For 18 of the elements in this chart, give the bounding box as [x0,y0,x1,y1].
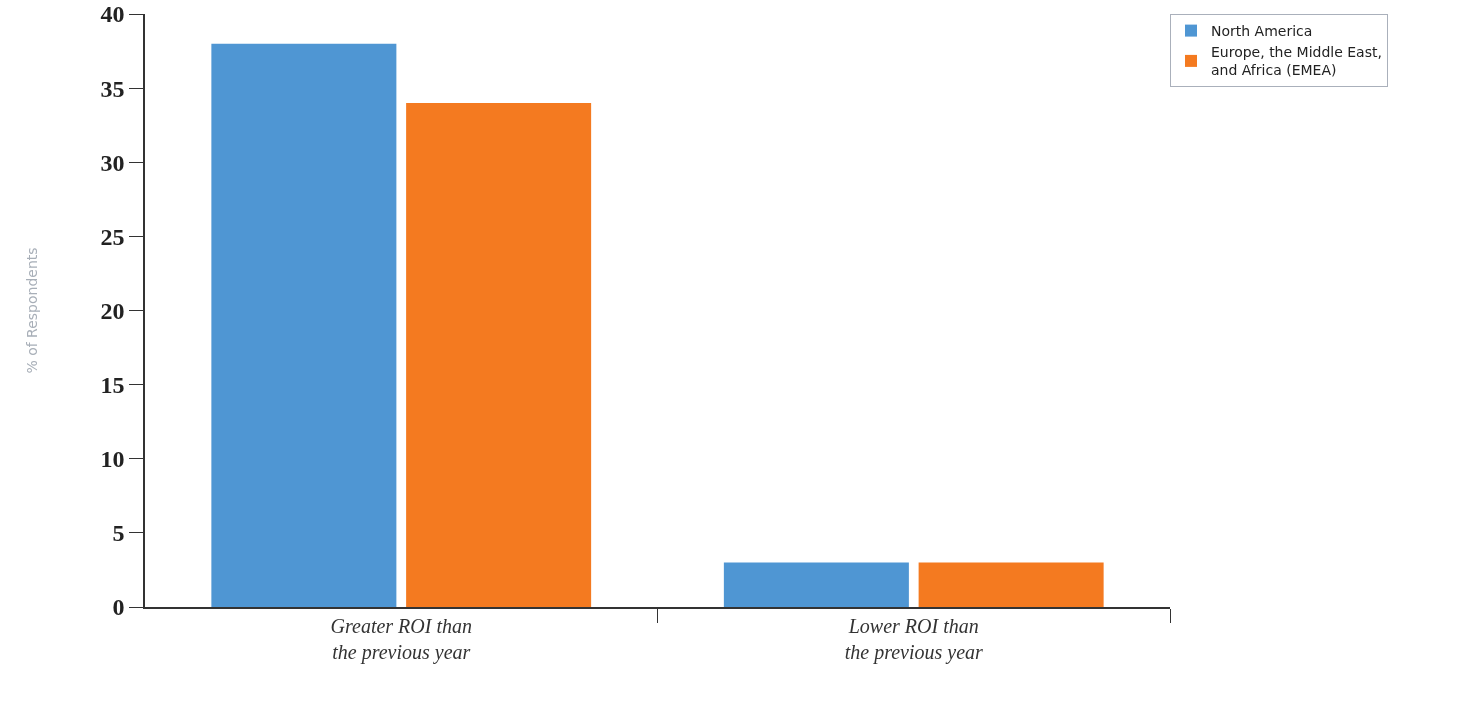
legend-label: North America [1211,23,1313,40]
y-axis-title: % of Respondents [23,247,40,374]
y-tick-label: 10 [100,446,125,473]
y-tick-label: 30 [100,149,125,176]
bar [406,102,592,607]
y-tick-label: 40 [100,1,125,28]
bar [211,43,397,607]
y-tick-label: 20 [100,297,125,324]
x-tick-label: Greater ROI than the previous year [330,614,472,664]
y-tick-label: 15 [100,372,125,399]
y-tick-label: 5 [112,520,125,547]
bar [918,562,1104,607]
y-tick-label: 25 [100,223,125,250]
bar [723,562,909,607]
y-tick-label: 0 [112,594,125,621]
legend-label: Europe, the Middle East, and Africa (EMEA) [1211,44,1382,79]
y-tick-label: 35 [100,75,125,102]
x-tick-label: Lower ROI than the previous year [844,614,984,664]
